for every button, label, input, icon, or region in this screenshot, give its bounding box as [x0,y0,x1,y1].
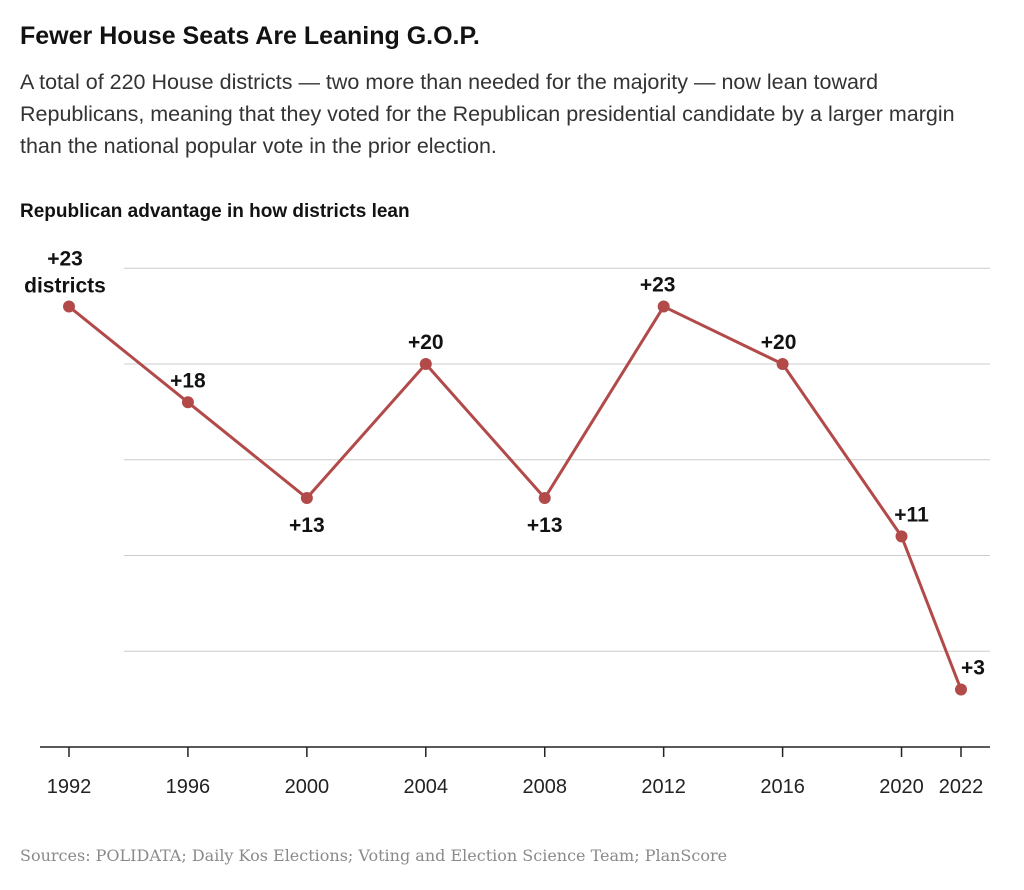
source-note: Sources: POLIDATA; Daily Kos Elections; … [20,846,728,865]
chart-heading: Republican advantage in how districts le… [20,201,410,222]
data-point [419,358,432,370]
data-point [776,358,789,370]
x-axis: 1992 1996 2000 2004 2008 2012 2016 2020 2022 [40,746,990,798]
x-tick-label: 2008 [522,776,567,798]
data-point [538,492,551,505]
data-label: +20 [761,331,797,354]
data-label: +13 [289,514,325,537]
data-label: +13 [527,514,563,537]
data-point [63,300,75,313]
series-line [63,300,967,696]
x-tick-label: 2020 [879,776,924,798]
chart-subtitle: A total of 220 House districts — two mor… [20,70,955,158]
x-tick-label: 1992 [47,776,92,798]
data-point [181,396,194,409]
data-label-unit: districts [24,275,106,298]
x-tick-label: 2016 [760,776,805,798]
data-label: +18 [170,369,206,392]
data-point [657,300,670,313]
x-tick-label: 1996 [166,776,211,798]
data-label: +20 [408,331,444,354]
data-label: +3 [961,657,985,680]
data-point [300,492,313,505]
x-tick-label: 2022 [939,776,984,798]
x-tick-label: 2000 [285,776,330,798]
data-label: +23 [47,248,83,271]
line-chart: 1992 1996 2000 2004 2008 2012 2016 2020 2022 +23… [24,248,990,798]
x-tick-label: 2004 [404,776,449,798]
data-labels: +23 districts +18 +13 +20 +13 +23 +20 +11 +3 [24,248,985,680]
gridlines [124,267,990,652]
data-label: +11 [894,503,929,526]
data-label: +23 [640,274,676,297]
data-point [955,683,967,696]
chart-title: Fewer House Seats Are Leaning G.O.P. [20,22,480,50]
data-point [895,530,908,543]
x-tick-label: 2012 [641,776,686,798]
